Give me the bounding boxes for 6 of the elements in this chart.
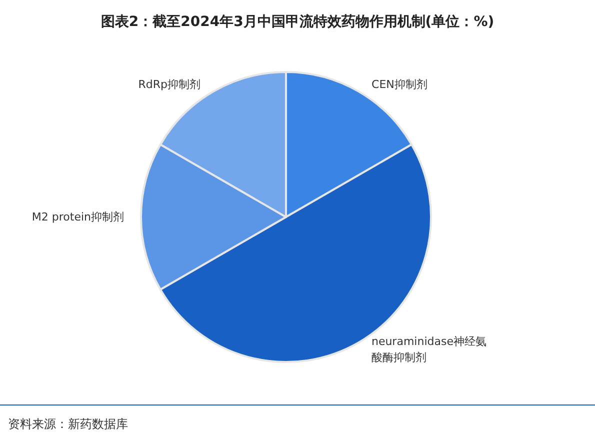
text: 资料来源：新药数据库 [8, 417, 128, 431]
slice-label: M2 protein抑制剂 [32, 210, 124, 224]
slice-label: CEN抑制剂 [372, 78, 428, 92]
slice-label: RdRp抑制剂 [138, 78, 201, 91]
slice-label: neuraminidase神经氨酸酶抑制剂 [371, 335, 486, 364]
chart-title: 图表2：截至2024年3月中国甲流特效药物作用机制(单位：%) [100, 13, 494, 30]
